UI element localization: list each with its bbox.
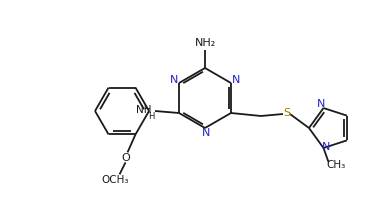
Text: N: N bbox=[232, 75, 240, 85]
Text: O: O bbox=[121, 153, 130, 163]
Text: S: S bbox=[283, 108, 291, 118]
Text: N: N bbox=[170, 75, 178, 85]
Text: CH₃: CH₃ bbox=[327, 160, 346, 170]
Text: N: N bbox=[322, 142, 331, 152]
Text: H: H bbox=[148, 111, 154, 121]
Text: NH: NH bbox=[136, 105, 151, 115]
Text: NH₂: NH₂ bbox=[195, 38, 217, 48]
Text: OCH₃: OCH₃ bbox=[102, 175, 129, 185]
Text: N: N bbox=[202, 128, 210, 138]
Text: N: N bbox=[317, 99, 326, 109]
